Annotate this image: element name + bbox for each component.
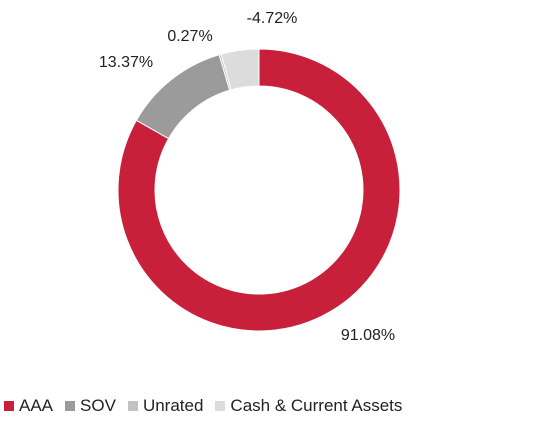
legend-swatch-unrated [127, 401, 138, 411]
slice-label-sov: 13.37% [99, 54, 153, 71]
donut-chart: 91.08% 13.37% 0.27% -4.72% [99, 10, 401, 344]
legend-label-unrated: Unrated [142, 396, 204, 415]
legend-label-cash: Cash & Current Assets [230, 396, 403, 415]
legend-item-sov: SOV [65, 396, 116, 416]
donut-slices [117, 48, 401, 332]
slice-labels: 91.08% 13.37% 0.27% -4.72% [99, 10, 395, 344]
slice-label-aaa: 91.08% [341, 327, 395, 344]
slice-cash [220, 48, 260, 91]
legend-swatch-sov [65, 401, 76, 411]
legend-label-aaa: AAA [19, 396, 54, 415]
legend-swatch-aaa [4, 401, 14, 411]
slice-label-cash: -4.72% [247, 10, 298, 27]
slice-aaa [117, 48, 401, 332]
legend-item-aaa: AAA [4, 396, 53, 416]
legend: AAA SOV Unrated Cash & Current Assets [4, 396, 414, 416]
slice-label-unrated: 0.27% [167, 28, 212, 45]
legend-label-sov: SOV [80, 396, 116, 415]
legend-item-unrated: Unrated [127, 396, 204, 416]
legend-item-cash: Cash & Current Assets [215, 396, 402, 416]
legend-swatch-cash [215, 401, 226, 411]
